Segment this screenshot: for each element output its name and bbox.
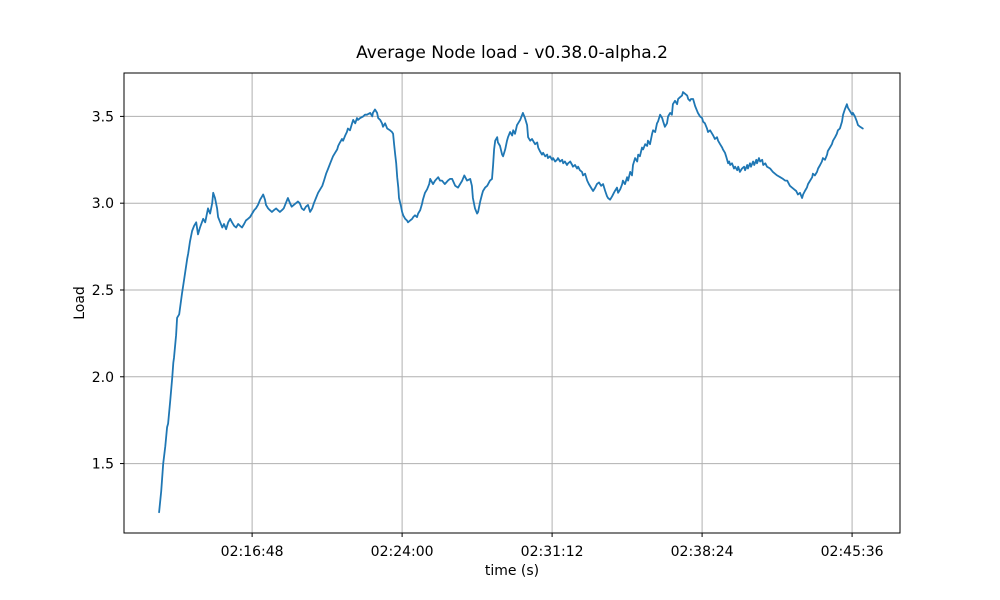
x-tick-label: 02:38:24 <box>671 544 734 560</box>
axes <box>123 72 901 534</box>
y-tick-label: 3.5 <box>92 109 114 125</box>
tick-marks <box>120 115 853 537</box>
x-axis-label: time (s) <box>485 563 539 579</box>
load-series-line <box>158 91 864 514</box>
plot-area-border <box>123 72 901 534</box>
y-tick-label: 2.0 <box>92 370 114 386</box>
grid <box>124 73 900 533</box>
x-tick-label: 02:45:36 <box>821 544 884 560</box>
x-tick-label: 02:16:48 <box>221 544 284 560</box>
x-tick-label: 02:24:00 <box>371 544 434 560</box>
y-tick-label: 3.0 <box>92 196 114 212</box>
load-series <box>158 91 864 514</box>
y-tick-label: 2.5 <box>92 283 114 299</box>
tick-labels: 02:16:48 02:24:00 02:31:12 02:38:24 02:45:36… <box>92 109 884 560</box>
chart-title: Average Node load - v0.38.0-alpha.2 <box>356 43 668 63</box>
x-tick-label: 02:31:12 <box>521 544 584 560</box>
y-axis-label: Load <box>72 286 88 320</box>
y-tick-label: 1.5 <box>92 457 114 473</box>
